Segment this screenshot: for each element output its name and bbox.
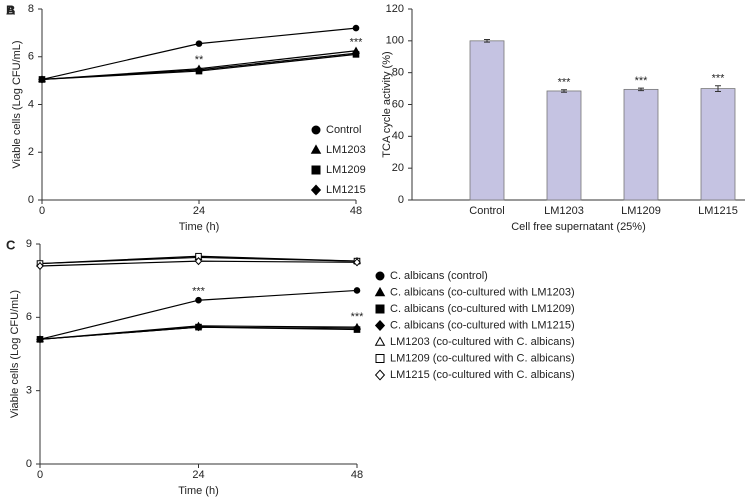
y-tick-label: 2 [28,146,34,158]
error-bar [484,39,490,43]
y-tick-label: 6 [26,311,32,323]
legend-label: C. albicans (co-cultured with LM1215) [390,319,575,331]
y-axis-title: TCA cycle activity (%) [381,51,393,157]
x-tick-label: 0 [39,205,45,217]
data-point [353,258,361,267]
y-tick-label: 8 [28,3,34,15]
legend-label: LM1203 [326,144,366,156]
panel-label: A [6,2,16,17]
legend-marker [374,319,386,332]
legend-label: LM1209 (co-cultured with C. albicans) [390,352,575,364]
x-axis-title: Time (h) [179,221,220,233]
legend-label: LM1215 (co-cultured with C. albicans) [390,369,575,381]
data-point [194,257,203,266]
x-axis-title: Cell free supernatant (25%) [511,221,646,233]
annotation: *** [635,75,649,87]
y-tick-label: 60 [392,98,404,110]
y-axis-title: Viable cells (Log CFU/mL) [9,290,21,418]
y-axis-title: Viable cells (Log CFU/mL) [11,40,23,168]
data-point [195,296,202,304]
x-tick-label: Control [469,205,504,217]
error-bar [638,87,644,92]
error-bar [561,89,567,93]
legend-marker [310,184,322,196]
y-tick-label: 4 [28,98,34,110]
x-tick-label: 24 [193,205,205,217]
annotation: *** [192,286,206,298]
data-point [353,324,361,333]
y-tick-label: 80 [392,67,404,79]
panel-label: B [6,2,15,17]
y-tick-label: 3 [26,385,32,397]
legend-marker [374,286,386,297]
legend-marker [375,271,385,281]
bar [700,88,736,201]
y-tick-label: 0 [26,458,32,470]
data-point [194,323,203,332]
y-tick-label: 0 [398,194,404,206]
legend-marker [310,144,322,154]
data-point [352,24,360,32]
legend-marker [375,304,385,314]
legend-label: C. albicans (co-cultured with LM1209) [390,303,575,315]
annotation: *** [350,36,364,48]
bar [546,90,582,201]
legend-marker [311,165,321,175]
legend-label: LM1209 [326,164,366,176]
y-tick-label: 6 [28,51,34,63]
x-axis-title: Time (h) [178,485,219,497]
y-tick-label: 120 [386,3,404,15]
x-tick-label: LM1203 [544,205,584,217]
legend-marker [375,354,385,363]
annotation: *** [712,73,726,85]
error-bar [715,85,721,92]
panel-label: C [6,237,16,252]
data-point [36,335,44,344]
data-point [352,49,360,58]
legend-label: Control [326,124,361,136]
y-tick-label: 40 [392,130,404,142]
legend-label: C. albicans (co-cultured with LM1203) [390,286,575,298]
legend-label: C. albicans (control) [390,270,488,282]
annotation: *** [558,77,572,89]
x-tick-label: 48 [351,469,363,481]
y-tick-label: 100 [386,35,404,47]
x-tick-label: LM1209 [621,205,661,217]
annotation: *** [351,311,365,323]
legend-label: LM1203 (co-cultured with C. albicans) [390,336,575,348]
data-point [195,65,203,74]
x-tick-label: LM1215 [698,205,738,217]
data-point [195,40,203,47]
x-tick-label: 0 [37,469,43,481]
legend-marker [374,336,386,346]
y-tick-label: 9 [26,238,32,250]
y-tick-label: 20 [392,162,404,174]
bar [623,88,659,201]
y-tick-label: 0 [28,194,34,206]
data-point [38,75,46,84]
x-tick-label: 24 [192,469,204,481]
data-point [353,287,361,294]
legend-marker [374,369,386,381]
bar [469,40,505,201]
x-tick-label: 48 [350,205,362,217]
legend-label: LM1215 [326,184,366,196]
annotation: ** [195,54,204,66]
data-point [36,261,44,271]
legend-marker [311,125,321,135]
